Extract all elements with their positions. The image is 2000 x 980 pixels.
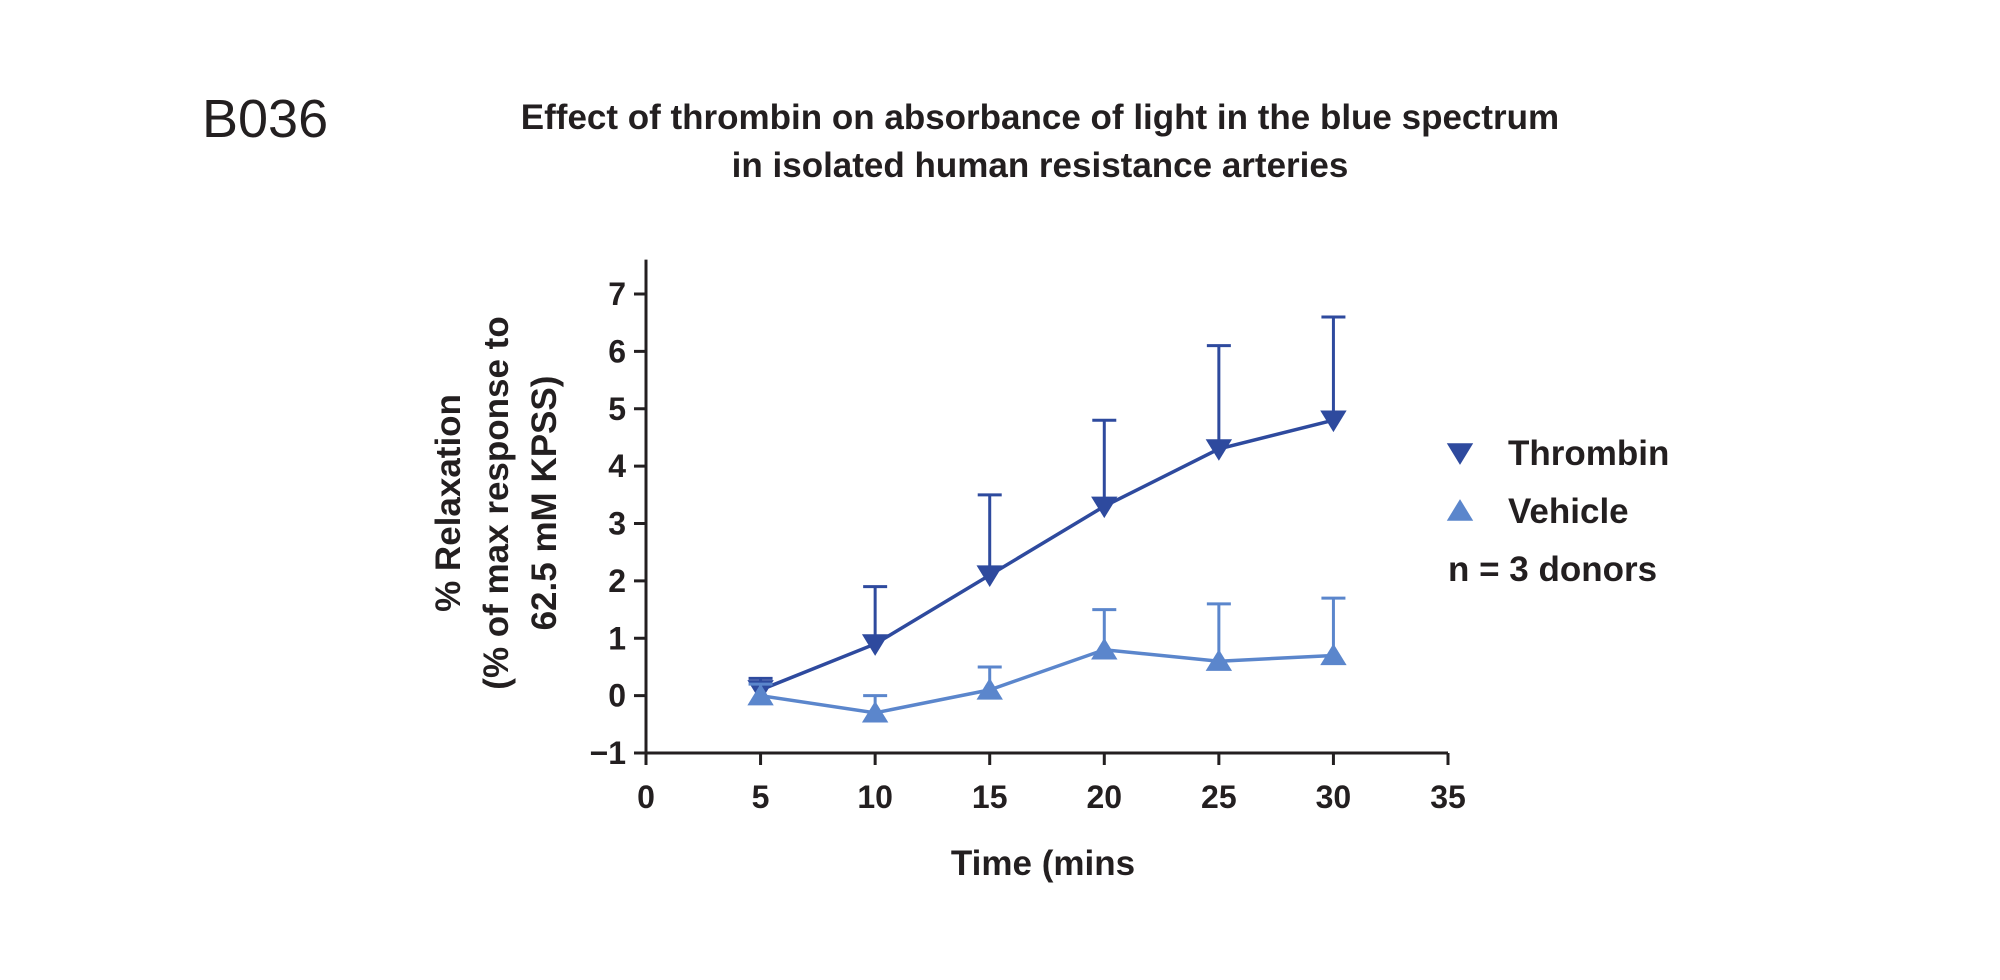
series-thrombin [747, 315, 1347, 702]
series-vehicle [747, 596, 1347, 723]
x-tick-label: 0 [637, 779, 655, 815]
y-tick-label: 7 [608, 276, 626, 312]
legend-marker-thrombin [1446, 443, 1474, 465]
data-point-thrombin [1205, 439, 1233, 461]
data-point-vehicle [747, 683, 774, 706]
x-tick-label: 10 [857, 779, 893, 815]
y-axis-title: % Relaxation (% of max response to 62.5 … [429, 316, 564, 689]
data-point-thrombin [976, 565, 1003, 588]
y-axis-title-line-3: 62.5 mM KPSS) [525, 376, 564, 631]
x-tick-label: 30 [1316, 779, 1352, 815]
y-tick-label: 2 [608, 563, 626, 599]
axes: −1 0 1 2 3 4 5 6 7 0 5 10 15 20 25 30 35 [590, 259, 1466, 815]
legend-marker-vehicle [1446, 499, 1474, 521]
series-line-vehicle [760, 647, 1334, 715]
y-tick-label: 5 [608, 391, 626, 427]
y-tick-label: 4 [608, 448, 626, 484]
x-tick-label: 35 [1430, 779, 1466, 815]
y-tick-label: 3 [608, 506, 626, 542]
x-tick-label: 20 [1086, 779, 1122, 815]
legend-note: n = 3 donors [1448, 550, 1657, 589]
y-axis-title-line-2: (% of max response to [477, 316, 516, 689]
y-tick-label: −1 [590, 735, 626, 771]
data-point-vehicle [1091, 637, 1118, 660]
chart-title: Effect of thrombin on absorbance of ligh… [490, 94, 1590, 190]
chart-title-line-2: in isolated human resistance arteries [731, 146, 1349, 185]
data-point-thrombin [1091, 496, 1118, 519]
y-tick-label: 1 [608, 620, 626, 656]
y-tick-label: 6 [608, 333, 626, 369]
data-point-vehicle [976, 678, 1003, 700]
data-point-vehicle [1320, 643, 1347, 666]
data-point-thrombin [861, 634, 889, 656]
panel-label: B036 [202, 89, 329, 149]
x-tick-label: 15 [972, 779, 1008, 815]
data-point-vehicle [1205, 649, 1233, 671]
x-tick-label: 5 [752, 779, 770, 815]
y-axis-title-line-1: % Relaxation [429, 394, 468, 612]
data-point-vehicle [861, 700, 889, 723]
legend-label-thrombin: Thrombin [1508, 434, 1669, 473]
y-tick-label: 0 [608, 678, 626, 714]
x-axis-title: Time (mins [951, 844, 1135, 883]
series-layer [747, 315, 1347, 723]
legend: Thrombin Vehicle n = 3 donors [1446, 434, 1669, 589]
x-tick-label: 25 [1201, 779, 1237, 815]
data-point-thrombin [1320, 410, 1347, 433]
legend-label-vehicle: Vehicle [1508, 492, 1629, 531]
series-line-thrombin [759, 418, 1334, 692]
chart-title-line-1: Effect of thrombin on absorbance of ligh… [520, 98, 1560, 137]
